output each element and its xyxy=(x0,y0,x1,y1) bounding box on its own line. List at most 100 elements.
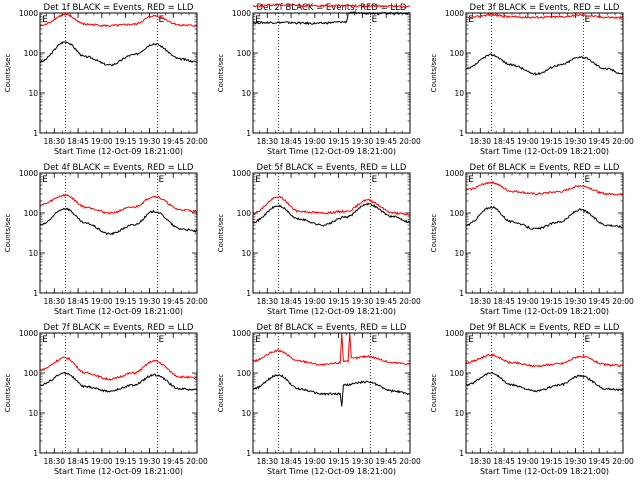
x-axis-label: Start Time (12-Oct-09 18:21:00) xyxy=(480,307,609,316)
x-tick-label: 19:30 xyxy=(352,297,374,306)
x-axis-label: Start Time (12-Oct-09 18:21:00) xyxy=(54,147,183,156)
y-tick-label: 10 xyxy=(28,249,38,258)
series-line-1 xyxy=(39,13,198,28)
series-line-1 xyxy=(465,180,624,196)
e-marker: E xyxy=(42,15,48,25)
x-tick-label: 19:15 xyxy=(541,137,563,146)
series-line-1 xyxy=(252,3,411,9)
panel-det-7: Det 7f BLACK = Events, RED = LLD Counts/s… xyxy=(4,323,208,476)
panel-title: Det 1f BLACK = Events, RED = LLD xyxy=(44,3,194,13)
y-axis-label: Counts/sec xyxy=(4,214,12,253)
e-marker: E xyxy=(372,15,378,25)
x-tick-label: 18:30 xyxy=(256,297,278,306)
x-tick-label: 19:45 xyxy=(375,137,397,146)
panel-det-1: Det 1f BLACK = Events, RED = LLD Counts/s… xyxy=(4,3,208,156)
x-tick-label: 19:00 xyxy=(91,137,113,146)
y-axis-label: Counts/sec xyxy=(217,374,225,413)
x-tick-label: 18:45 xyxy=(67,137,89,146)
panel-det-6: Det 6f BLACK = Events, RED = LLD Counts/s… xyxy=(430,163,634,316)
e-marker: E xyxy=(42,335,48,345)
y-tick-label: 1 xyxy=(246,289,251,298)
x-tick-label: 19:00 xyxy=(517,137,539,146)
y-tick-label: 1000 xyxy=(232,169,251,178)
x-tick-label: 19:15 xyxy=(541,457,563,466)
x-tick-label: 19:00 xyxy=(517,457,539,466)
e-marker: E xyxy=(468,15,474,25)
x-tick-label: 19:15 xyxy=(115,457,137,466)
x-axis-label: Start Time (12-Oct-09 18:21:00) xyxy=(267,147,396,156)
y-tick-label: 1000 xyxy=(232,329,251,338)
series-line-0 xyxy=(39,41,197,67)
e-marker: E xyxy=(468,175,474,185)
y-tick-label: 100 xyxy=(237,49,252,58)
x-tick-label: 18:45 xyxy=(493,457,515,466)
y-tick-label: 10 xyxy=(454,249,464,258)
plot-frame xyxy=(465,12,624,134)
y-tick-label: 100 xyxy=(237,209,252,218)
y-tick-label: 10 xyxy=(28,409,38,418)
plot-frame xyxy=(252,12,411,134)
y-tick-label: 100 xyxy=(450,49,465,58)
x-tick-label: 20:00 xyxy=(186,137,208,146)
x-tick-label: 18:30 xyxy=(43,137,65,146)
x-tick-label: 19:45 xyxy=(375,457,397,466)
y-tick-label: 1 xyxy=(459,449,464,458)
x-tick-label: 20:00 xyxy=(399,297,421,306)
y-tick-label: 1 xyxy=(246,129,251,138)
x-tick-label: 19:15 xyxy=(541,297,563,306)
y-tick-label: 100 xyxy=(450,369,465,378)
y-tick-label: 100 xyxy=(24,209,39,218)
e-marker: E xyxy=(372,175,378,185)
x-tick-label: 20:00 xyxy=(186,457,208,466)
x-tick-label: 19:15 xyxy=(115,297,137,306)
y-axis-label: Counts/sec xyxy=(4,374,12,413)
e-marker: E xyxy=(585,15,591,25)
y-tick-label: 1 xyxy=(246,449,251,458)
series-line-0 xyxy=(39,207,198,236)
y-tick-label: 10 xyxy=(241,409,251,418)
x-axis-label: Start Time (12-Oct-09 18:21:00) xyxy=(267,307,396,316)
plot-frame xyxy=(39,332,198,454)
y-axis-label: Counts/sec xyxy=(430,54,438,93)
e-marker: E xyxy=(159,15,165,25)
plot-frame xyxy=(465,332,624,454)
plot-frame xyxy=(252,332,411,454)
x-tick-label: 20:00 xyxy=(186,297,208,306)
x-tick-label: 20:00 xyxy=(612,137,634,146)
series-line-1 xyxy=(465,353,624,368)
x-tick-label: 20:00 xyxy=(612,297,634,306)
x-tick-label: 19:30 xyxy=(565,137,587,146)
x-tick-label: 18:30 xyxy=(43,297,65,306)
panel-title: Det 8f BLACK = Events, RED = LLD xyxy=(257,323,407,333)
panel-det-5: Det 5f BLACK = Events, RED = LLD Counts/s… xyxy=(217,163,421,316)
x-tick-label: 18:45 xyxy=(67,297,89,306)
series-line-0 xyxy=(252,374,411,407)
x-tick-label: 20:00 xyxy=(399,457,421,466)
y-axis-label: Counts/sec xyxy=(217,214,225,253)
y-tick-label: 10 xyxy=(241,249,251,258)
panel-title: Det 3f BLACK = Events, RED = LLD xyxy=(470,3,620,13)
series-line-0 xyxy=(465,205,624,230)
x-tick-label: 19:15 xyxy=(328,297,350,306)
panel-det-8: Det 8f BLACK = Events, RED = LLD Counts/s… xyxy=(217,323,421,476)
y-tick-label: 100 xyxy=(237,369,252,378)
x-tick-label: 18:45 xyxy=(493,297,515,306)
x-tick-label: 18:30 xyxy=(469,297,491,306)
panel-det-2: Det 2f BLACK = Events, RED = LLD Counts/s… xyxy=(217,3,421,156)
series-line-0 xyxy=(252,11,411,26)
y-tick-label: 1 xyxy=(33,449,38,458)
plot-frame xyxy=(39,172,198,294)
y-tick-label: 1000 xyxy=(445,329,464,338)
x-tick-label: 19:45 xyxy=(588,297,610,306)
series-line-0 xyxy=(465,53,624,76)
y-tick-label: 1 xyxy=(459,289,464,298)
y-tick-label: 1000 xyxy=(445,9,464,18)
x-tick-label: 19:00 xyxy=(304,137,326,146)
panel-det-3: Det 3f BLACK = Events, RED = LLD Counts/s… xyxy=(430,3,634,156)
x-tick-label: 19:00 xyxy=(91,297,113,306)
x-tick-label: 18:45 xyxy=(280,297,302,306)
e-marker: E xyxy=(255,335,261,345)
x-tick-label: 19:00 xyxy=(517,297,539,306)
e-marker: E xyxy=(159,335,165,345)
x-axis-label: Start Time (12-Oct-09 18:21:00) xyxy=(54,307,183,316)
